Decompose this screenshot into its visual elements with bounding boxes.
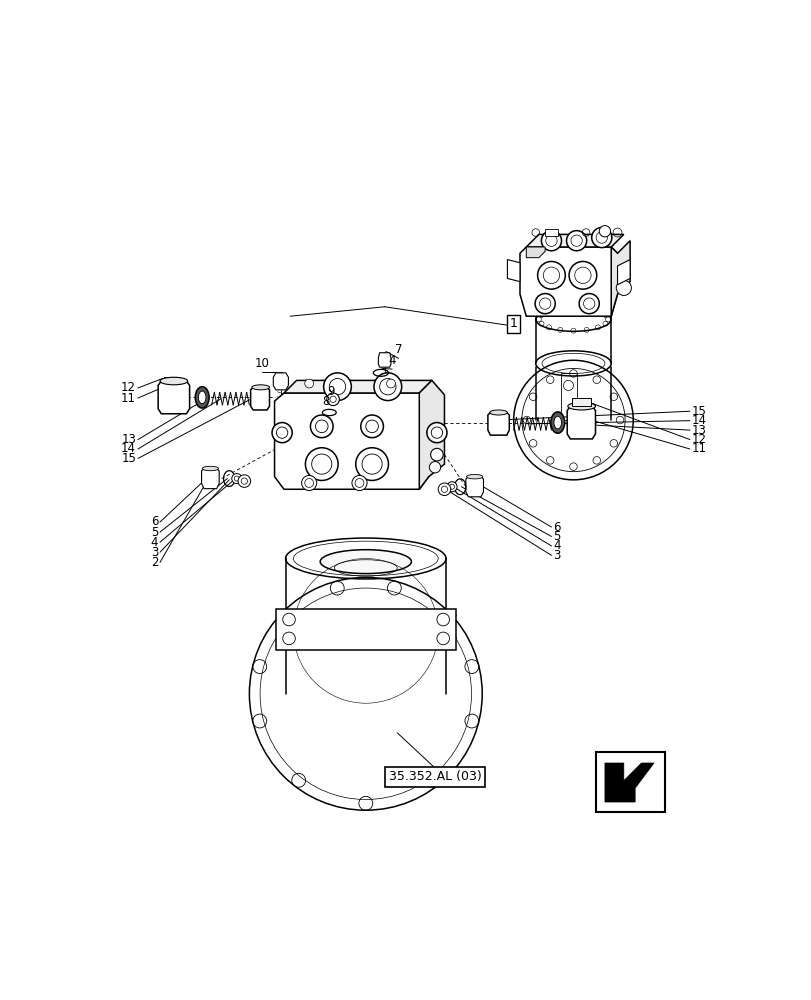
Circle shape [362,454,382,474]
Ellipse shape [160,377,187,385]
Ellipse shape [251,385,269,390]
Polygon shape [164,377,180,385]
Circle shape [324,373,351,401]
Circle shape [326,393,339,406]
Polygon shape [276,609,455,650]
Polygon shape [507,260,519,282]
Text: 11: 11 [121,392,136,405]
Text: 5: 5 [151,526,158,539]
Polygon shape [158,381,190,414]
Circle shape [360,415,383,438]
Ellipse shape [567,402,594,410]
Circle shape [430,448,443,461]
Polygon shape [273,373,288,390]
Circle shape [272,423,292,443]
Circle shape [366,420,378,433]
Polygon shape [201,469,219,489]
Polygon shape [604,763,653,802]
Circle shape [231,474,242,484]
Text: 12: 12 [121,381,136,394]
Circle shape [276,427,287,438]
Circle shape [374,373,401,401]
Circle shape [329,379,345,395]
Text: 4: 4 [388,354,396,367]
Bar [594,752,664,812]
Circle shape [351,475,367,491]
Circle shape [305,448,337,480]
Circle shape [534,294,555,314]
Text: 9: 9 [327,385,334,398]
Polygon shape [526,247,544,258]
Text: 13: 13 [121,433,136,446]
Circle shape [599,226,610,237]
Circle shape [591,227,611,248]
Circle shape [354,479,363,487]
Ellipse shape [320,550,411,574]
Text: 12: 12 [691,433,706,446]
Circle shape [355,448,388,480]
Ellipse shape [195,387,209,408]
Circle shape [380,379,396,395]
Ellipse shape [466,474,483,479]
Text: 1: 1 [509,317,517,330]
Bar [544,229,557,236]
Circle shape [566,231,586,251]
Text: 6: 6 [552,521,560,534]
Circle shape [304,379,313,388]
Text: 11: 11 [691,442,706,455]
Polygon shape [526,234,623,247]
Text: 15: 15 [691,405,706,418]
Text: 14: 14 [121,442,136,455]
Text: 10: 10 [254,357,269,370]
Text: 3: 3 [151,546,158,559]
Text: 6: 6 [151,515,158,528]
Ellipse shape [198,391,206,404]
Ellipse shape [550,412,564,433]
Circle shape [429,462,440,473]
Circle shape [438,483,450,496]
Polygon shape [566,406,594,439]
Polygon shape [466,477,483,497]
Polygon shape [487,412,508,435]
Polygon shape [284,380,431,393]
Polygon shape [572,398,590,406]
Text: 7: 7 [394,343,401,356]
Ellipse shape [553,416,561,429]
Circle shape [446,482,457,492]
Polygon shape [378,353,391,367]
Text: 14: 14 [691,414,706,427]
Circle shape [315,420,328,433]
Circle shape [427,423,446,443]
Text: 13: 13 [691,424,706,437]
Ellipse shape [202,466,218,471]
Circle shape [541,231,561,251]
Text: 5: 5 [552,530,560,543]
Circle shape [311,454,332,474]
Ellipse shape [489,410,507,415]
Text: 15: 15 [121,452,136,465]
Text: 4: 4 [151,536,158,549]
Circle shape [304,479,313,487]
Circle shape [616,280,631,295]
Polygon shape [418,380,444,489]
Text: 2: 2 [151,556,158,569]
Polygon shape [251,387,269,410]
Circle shape [431,427,442,438]
Polygon shape [611,241,629,316]
Circle shape [578,294,599,314]
Text: 4: 4 [552,539,560,552]
Bar [560,373,576,420]
Circle shape [537,261,564,289]
Text: 35.352.AL (03): 35.352.AL (03) [388,770,481,783]
Circle shape [569,261,596,289]
Circle shape [310,415,333,438]
Polygon shape [519,247,617,316]
Circle shape [301,475,316,491]
Text: 3: 3 [552,549,560,562]
Text: 8: 8 [322,395,329,408]
Polygon shape [617,260,629,285]
Polygon shape [274,393,428,489]
Circle shape [386,379,395,388]
Circle shape [238,475,251,487]
